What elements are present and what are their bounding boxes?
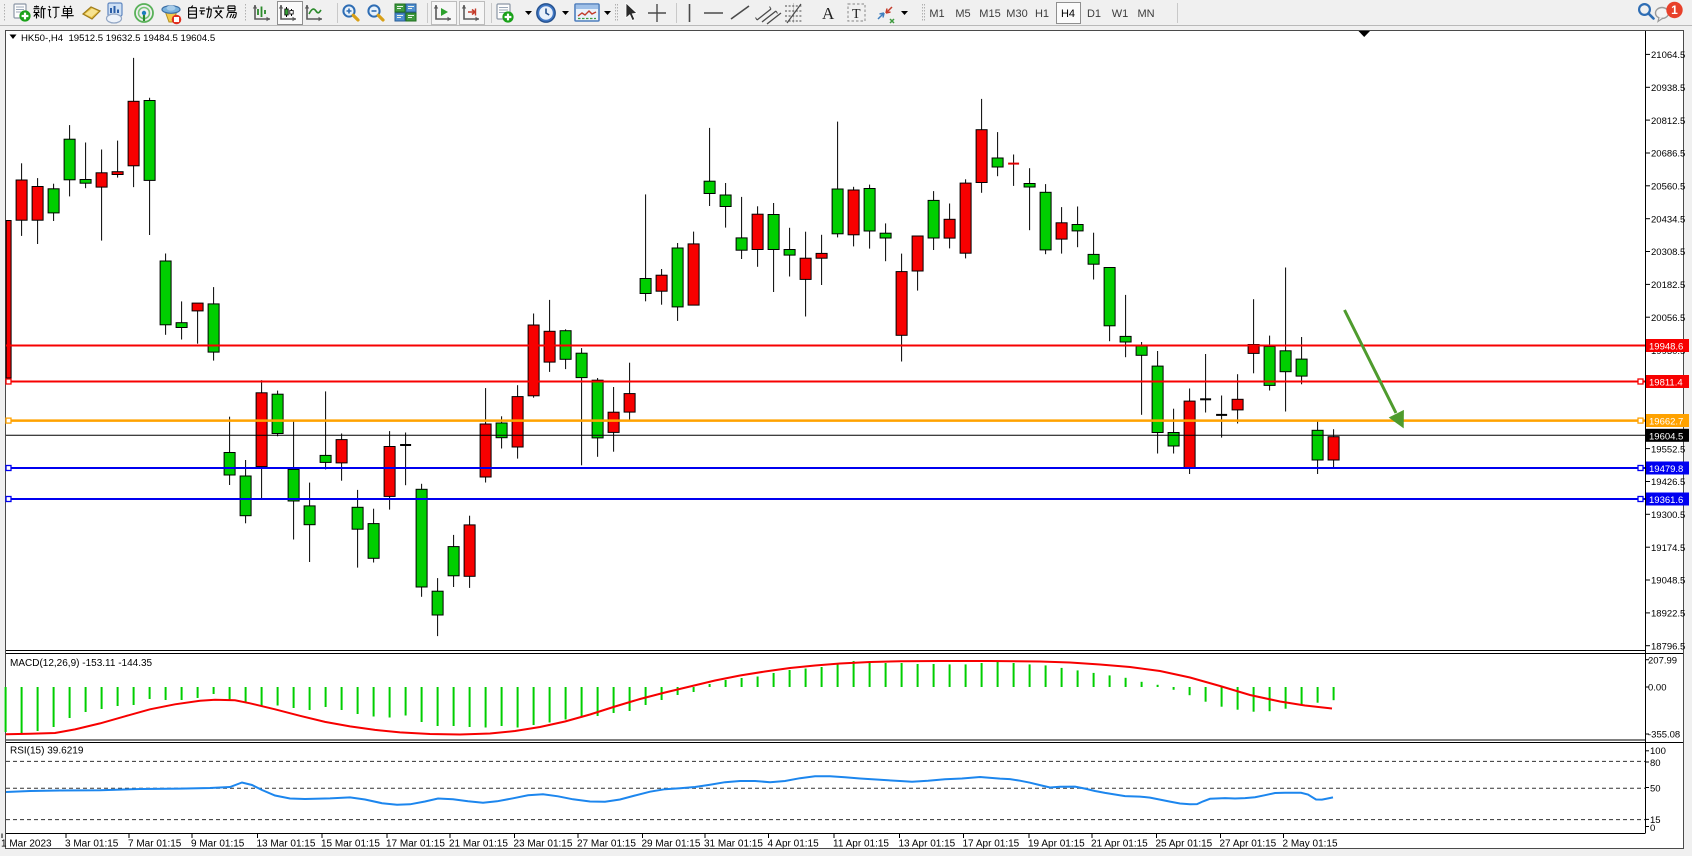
svg-text:19300.5: 19300.5	[1651, 510, 1685, 521]
svg-text:19479.8: 19479.8	[1649, 464, 1683, 475]
svg-text:MACD(12,26,9) -153.11 -144.35: MACD(12,26,9) -153.11 -144.35	[10, 658, 153, 669]
svg-text:100: 100	[1650, 746, 1666, 757]
svg-text:3 Mar 01:15: 3 Mar 01:15	[65, 839, 119, 850]
svg-text:4 Apr 01:15: 4 Apr 01:15	[768, 839, 820, 850]
svg-text:80: 80	[1650, 758, 1661, 769]
svg-text:15 Mar 01:15: 15 Mar 01:15	[321, 839, 380, 850]
svg-text:19174.5: 19174.5	[1651, 543, 1685, 554]
svg-text:29 Mar 01:15: 29 Mar 01:15	[642, 839, 701, 850]
svg-text:31 Mar 01:15: 31 Mar 01:15	[704, 839, 763, 850]
svg-text:17 Apr 01:15: 17 Apr 01:15	[963, 839, 1020, 850]
svg-text:18796.5: 18796.5	[1651, 641, 1685, 652]
svg-text:50: 50	[1650, 784, 1661, 795]
svg-text:19552.5: 19552.5	[1651, 444, 1685, 455]
svg-text:13 Apr 01:15: 13 Apr 01:15	[899, 839, 956, 850]
svg-text:19948.6: 19948.6	[1649, 342, 1683, 353]
svg-text:20182.5: 20182.5	[1651, 280, 1685, 291]
svg-text:20938.5: 20938.5	[1651, 83, 1685, 94]
svg-text:M15: M15	[979, 8, 1000, 20]
svg-text:W1: W1	[1112, 8, 1129, 20]
svg-text:19048.5: 19048.5	[1651, 576, 1685, 587]
svg-text:20560.5: 20560.5	[1651, 182, 1685, 193]
svg-text:19 Apr 01:15: 19 Apr 01:15	[1028, 839, 1085, 850]
svg-text:M5: M5	[955, 8, 970, 20]
svg-text:27 Apr 01:15: 27 Apr 01:15	[1220, 839, 1277, 850]
svg-text:1 Mar 2023: 1 Mar 2023	[1, 839, 52, 850]
svg-text:0: 0	[1650, 823, 1655, 834]
svg-text:18922.5: 18922.5	[1651, 609, 1685, 620]
svg-text:20434.5: 20434.5	[1651, 214, 1685, 225]
svg-text:-355.08: -355.08	[1648, 730, 1680, 741]
svg-text:20056.5: 20056.5	[1651, 313, 1685, 324]
svg-text:A: A	[822, 4, 835, 23]
svg-text:11 Apr 01:15: 11 Apr 01:15	[833, 839, 889, 850]
svg-text:D1: D1	[1087, 8, 1101, 20]
svg-text:H4: H4	[1061, 8, 1075, 20]
svg-text:MN: MN	[1137, 8, 1154, 20]
svg-text:27 Mar 01:15: 27 Mar 01:15	[577, 839, 636, 850]
svg-text:1: 1	[1671, 3, 1678, 17]
svg-text:17 Mar 01:15: 17 Mar 01:15	[386, 839, 445, 850]
svg-text:2 May 01:15: 2 May 01:15	[1283, 839, 1338, 850]
svg-text:15: 15	[1650, 815, 1661, 826]
svg-text:M30: M30	[1006, 8, 1027, 20]
svg-text:23 Mar 01:15: 23 Mar 01:15	[514, 839, 573, 850]
svg-text:13 Mar 01:15: 13 Mar 01:15	[257, 839, 316, 850]
svg-text:H1: H1	[1035, 8, 1049, 20]
svg-text:19426.5: 19426.5	[1651, 477, 1685, 488]
svg-text:T: T	[852, 7, 861, 22]
svg-text:25 Apr 01:15: 25 Apr 01:15	[1156, 839, 1213, 850]
svg-text:20812.5: 20812.5	[1651, 116, 1685, 127]
svg-text:207.99: 207.99	[1648, 656, 1677, 667]
svg-text:RSI(15) 39.6219: RSI(15) 39.6219	[10, 746, 84, 757]
svg-text:7 Mar 01:15: 7 Mar 01:15	[128, 839, 182, 850]
svg-text:21 Mar 01:15: 21 Mar 01:15	[449, 839, 508, 850]
svg-text:21064.5: 21064.5	[1651, 50, 1685, 61]
svg-text:0.00: 0.00	[1648, 683, 1667, 694]
svg-text:M1: M1	[929, 8, 944, 20]
svg-text:19811.4: 19811.4	[1649, 378, 1683, 389]
svg-text:19662.7: 19662.7	[1649, 417, 1683, 428]
svg-text:HK50-,H4 19512.5 19632.5 1948: HK50-,H4 19512.5 19632.5 19484.5 19604.5	[21, 33, 215, 44]
svg-text:21 Apr 01:15: 21 Apr 01:15	[1091, 839, 1148, 850]
svg-text:20308.5: 20308.5	[1651, 247, 1685, 258]
svg-text:9 Mar 01:15: 9 Mar 01:15	[191, 839, 245, 850]
svg-text:20686.5: 20686.5	[1651, 149, 1685, 160]
svg-text:19361.6: 19361.6	[1649, 495, 1683, 506]
svg-text:19604.5: 19604.5	[1649, 431, 1683, 442]
